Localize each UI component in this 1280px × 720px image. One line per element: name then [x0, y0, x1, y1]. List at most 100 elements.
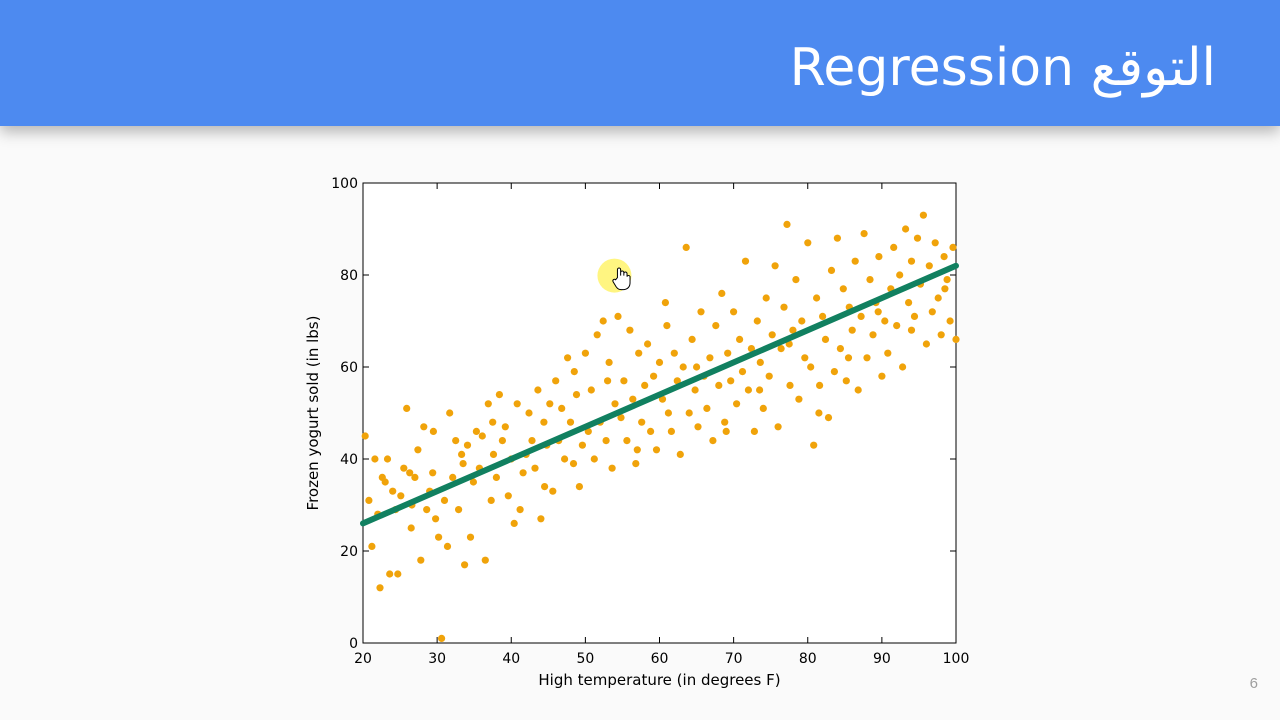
- data-point: [432, 515, 440, 523]
- data-point: [919, 211, 928, 219]
- data-point: [584, 427, 592, 435]
- data-point: [623, 437, 631, 445]
- data-point: [857, 312, 865, 320]
- y-axis-label: Frozen yogurt sold (in lbs): [304, 316, 322, 511]
- data-point: [815, 409, 823, 417]
- data-point: [417, 556, 425, 564]
- data-point: [810, 441, 818, 449]
- data-point: [663, 322, 671, 330]
- regression-line: [360, 262, 959, 527]
- data-point: [881, 317, 889, 325]
- data-point: [614, 312, 622, 320]
- data-point: [821, 335, 830, 343]
- data-point: [644, 340, 652, 348]
- data-point: [813, 294, 821, 302]
- data-point: [510, 519, 518, 527]
- data-point: [801, 354, 809, 362]
- data-point: [469, 478, 477, 486]
- data-point: [807, 363, 815, 371]
- data-point: [564, 354, 572, 362]
- data-point: [844, 354, 853, 362]
- data-point: [721, 418, 729, 426]
- data-point: [741, 257, 750, 265]
- slide-header: Regression التوقع: [0, 0, 1280, 126]
- data-point: [558, 404, 566, 412]
- data-point: [878, 372, 886, 380]
- x-axis-label: High temperature (in degrees F): [538, 671, 780, 689]
- data-point: [495, 391, 503, 399]
- data-point: [907, 257, 916, 265]
- data-point: [633, 446, 641, 454]
- data-point: [492, 473, 500, 481]
- y-tick-label: 0: [349, 636, 358, 652]
- data-point: [429, 469, 437, 477]
- data-point: [528, 437, 536, 445]
- data-point: [913, 234, 922, 242]
- data-point: [593, 331, 601, 339]
- data-point: [854, 386, 862, 394]
- data-point: [824, 414, 833, 422]
- x-tick-label: 100: [943, 651, 970, 667]
- data-point: [452, 437, 460, 445]
- data-point: [724, 349, 732, 357]
- data-point: [381, 478, 389, 486]
- x-tick-label: 20: [354, 651, 372, 667]
- data-point: [435, 533, 443, 541]
- data-point: [910, 312, 919, 320]
- data-point: [819, 312, 827, 320]
- data-point: [833, 234, 842, 242]
- hand-pointer-icon: [612, 267, 631, 291]
- data-point: [489, 450, 498, 458]
- data-point: [744, 386, 752, 394]
- data-point: [836, 345, 845, 353]
- data-point: [902, 225, 910, 233]
- data-point: [842, 377, 850, 385]
- data-point: [693, 363, 701, 371]
- data-point: [780, 303, 788, 311]
- data-point: [759, 404, 767, 412]
- data-point: [928, 308, 936, 316]
- data-point: [658, 395, 667, 403]
- data-point: [569, 460, 578, 468]
- data-point: [540, 418, 548, 426]
- data-point: [570, 368, 578, 376]
- data-point: [673, 377, 681, 385]
- data-point: [694, 423, 702, 431]
- data-point: [489, 418, 497, 426]
- data-point: [487, 496, 495, 504]
- data-point: [455, 506, 463, 514]
- data-point: [899, 363, 907, 371]
- data-point: [400, 464, 408, 472]
- data-point: [688, 335, 696, 343]
- data-point: [783, 220, 791, 228]
- data-point: [718, 289, 726, 297]
- data-point: [484, 400, 492, 408]
- data-point: [414, 446, 422, 454]
- data-point: [376, 584, 384, 592]
- data-point: [546, 400, 554, 408]
- data-point: [626, 326, 634, 334]
- data-point: [667, 427, 675, 435]
- data-point: [599, 317, 607, 325]
- data-point: [420, 423, 428, 431]
- data-point: [389, 487, 397, 495]
- data-point: [869, 331, 877, 339]
- data-point: [750, 427, 758, 435]
- x-tick-label: 80: [799, 651, 817, 667]
- data-point: [541, 483, 549, 491]
- data-point: [798, 317, 806, 325]
- data-point: [438, 634, 446, 642]
- data-point: [676, 450, 684, 458]
- data-point: [816, 381, 824, 389]
- data-point: [403, 404, 411, 412]
- data-point: [765, 372, 773, 380]
- data-point: [368, 542, 376, 550]
- data-point: [566, 418, 575, 426]
- data-point: [893, 322, 901, 330]
- data-point: [875, 253, 883, 261]
- data-point: [706, 354, 714, 362]
- data-point: [641, 381, 649, 389]
- data-point: [602, 437, 610, 445]
